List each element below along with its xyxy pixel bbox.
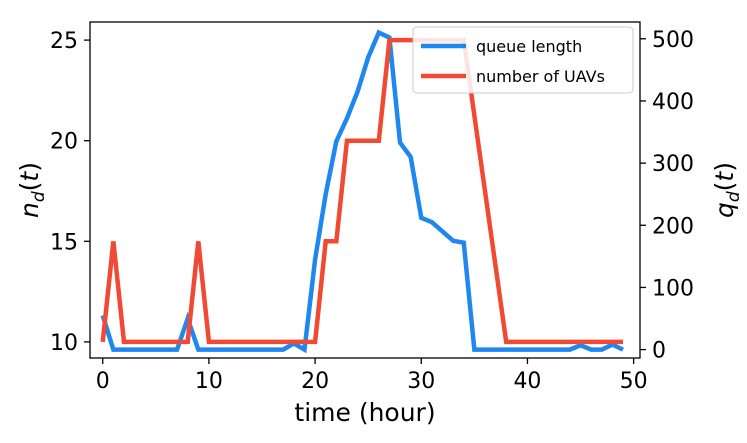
x-tick-label: 40 (513, 369, 541, 394)
left-y-tick-label: 15 (50, 230, 78, 255)
legend: queue length number of UAVs (412, 26, 634, 94)
x-tick-label: 0 (96, 369, 110, 394)
legend-label-queue-length: queue length (476, 37, 582, 56)
x-axis-label: time (hour) (294, 398, 435, 427)
right-y-tick-label: 500 (652, 28, 694, 53)
right-y-axis-label: qd(t) (710, 162, 744, 218)
x-tick-label: 50 (620, 369, 648, 394)
right-y-tick-label: 300 (652, 152, 694, 177)
legend-label-number-of-uavs: number of UAVs (476, 67, 605, 86)
series-line-queue-length (100, 29, 624, 354)
x-tick-label: 30 (407, 369, 435, 394)
left-y-tick-label: 20 (50, 130, 78, 155)
left-y-tick-label: 25 (50, 29, 78, 54)
x-tick-label: 20 (301, 369, 329, 394)
plot-frame (89, 21, 641, 359)
right-y-tick-label: 200 (652, 214, 694, 239)
right-y-axis-ticks: 0 100 200 300 400 500 (640, 28, 694, 364)
right-y-tick-label: 100 (652, 276, 694, 301)
right-y-tick-label: 400 (652, 90, 694, 115)
left-y-axis-label: nd(t) (15, 162, 49, 218)
right-y-tick-label: 0 (652, 339, 666, 364)
legend-box (412, 26, 634, 94)
left-y-axis-ticks: 10 15 20 25 (50, 29, 90, 356)
x-tick-label: 10 (195, 369, 223, 394)
left-y-tick-label: 10 (50, 331, 78, 356)
x-axis-ticks: 0 10 20 30 40 50 (96, 358, 648, 394)
